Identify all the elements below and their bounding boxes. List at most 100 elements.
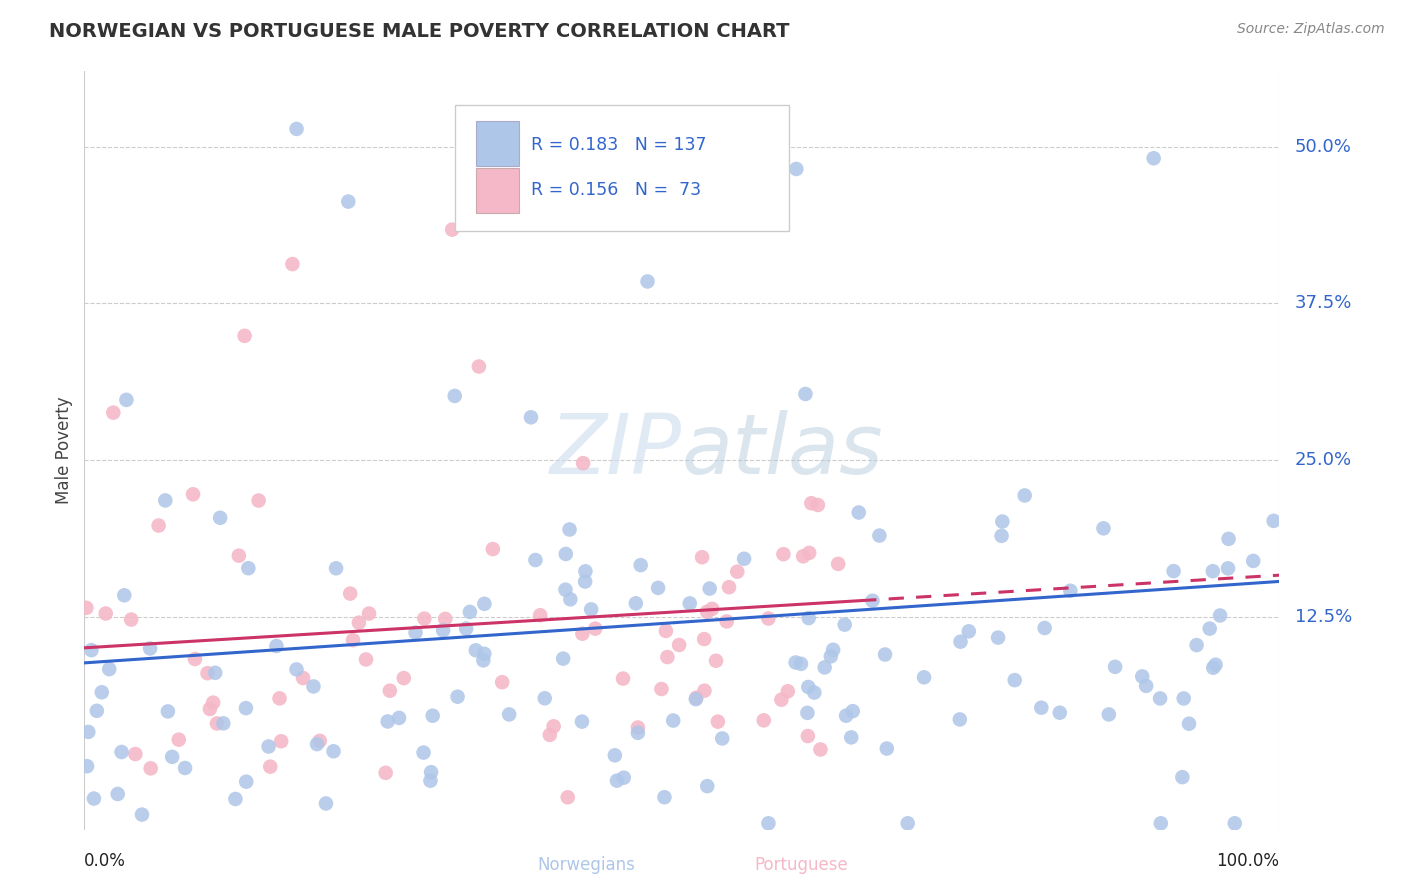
Point [77, 725, 100, 739]
FancyBboxPatch shape [456, 105, 790, 230]
Point [76, 759, 98, 773]
Point [482, 542, 505, 557]
Point [474, 597, 496, 611]
Point [1004, 673, 1026, 687]
Point [110, 745, 132, 759]
Point [374, 765, 396, 780]
Point [583, 622, 606, 636]
Point [571, 714, 593, 729]
Point [1033, 621, 1056, 635]
Point [834, 617, 856, 632]
Point [184, 652, 207, 666]
Point [1209, 608, 1232, 623]
Point [987, 631, 1010, 645]
Point [75, 600, 97, 615]
Point [420, 765, 443, 780]
Point [308, 734, 330, 748]
Point [422, 708, 444, 723]
Point [1150, 816, 1173, 830]
Point [524, 553, 547, 567]
Point [839, 731, 862, 745]
Point [107, 787, 129, 801]
Point [247, 493, 270, 508]
Point [1092, 521, 1115, 535]
Text: 25.0%: 25.0% [1295, 450, 1353, 469]
Point [707, 714, 730, 729]
Point [820, 649, 842, 664]
Point [83, 791, 105, 805]
Point [86, 704, 108, 718]
Point [957, 624, 980, 639]
Point [112, 588, 135, 602]
Point [446, 690, 468, 704]
Point [281, 257, 304, 271]
Point [1216, 561, 1239, 575]
Point [862, 593, 884, 607]
Point [949, 634, 972, 648]
Text: 12.5%: 12.5% [1295, 607, 1353, 625]
Text: Portuguese: Portuguese [755, 856, 848, 874]
Point [266, 639, 288, 653]
Point [458, 605, 481, 619]
Point [991, 515, 1014, 529]
Point [571, 626, 593, 640]
Point [1202, 564, 1225, 578]
Point [270, 734, 292, 748]
Point [560, 592, 582, 607]
Point [657, 650, 679, 665]
Point [696, 779, 718, 793]
Point [797, 729, 820, 743]
Point [103, 406, 125, 420]
Point [1198, 622, 1220, 636]
Point [472, 647, 495, 661]
Point [456, 622, 478, 636]
Point [803, 685, 825, 699]
Point [115, 392, 138, 407]
Point [696, 605, 718, 619]
Point [80, 643, 103, 657]
Point [1049, 706, 1071, 720]
Text: R = 0.183   N = 137: R = 0.183 N = 137 [531, 136, 707, 154]
Point [554, 582, 576, 597]
Point [120, 613, 142, 627]
Point [233, 329, 256, 343]
Point [413, 611, 436, 625]
Point [1098, 707, 1121, 722]
Point [337, 194, 360, 209]
Y-axis label: Male Poverty: Male Poverty [55, 397, 73, 504]
Point [204, 665, 226, 680]
Text: 50.0%: 50.0% [1295, 137, 1353, 155]
Point [1163, 564, 1185, 578]
Point [814, 660, 837, 674]
Text: 0.0%: 0.0% [84, 852, 127, 870]
Point [797, 680, 820, 694]
Point [197, 666, 219, 681]
Point [776, 684, 799, 698]
Point [1149, 691, 1171, 706]
Point [800, 496, 823, 510]
Point [432, 624, 454, 638]
Point [1059, 583, 1081, 598]
Point [835, 708, 858, 723]
Point [606, 773, 628, 788]
Point [990, 529, 1012, 543]
Point [209, 510, 232, 524]
Point [259, 759, 281, 773]
Point [305, 737, 328, 751]
Point [700, 602, 723, 616]
Text: Norwegians: Norwegians [537, 856, 636, 874]
Point [848, 506, 870, 520]
Point [174, 761, 197, 775]
Point [949, 713, 972, 727]
Point [841, 704, 863, 718]
Text: Source: ZipAtlas.com: Source: ZipAtlas.com [1237, 22, 1385, 37]
Point [443, 389, 465, 403]
Point [873, 648, 896, 662]
Point [603, 748, 626, 763]
Point [419, 773, 441, 788]
Point [797, 611, 820, 625]
Point [912, 670, 935, 684]
Point [238, 561, 260, 575]
Point [796, 706, 818, 720]
Point [613, 771, 636, 785]
